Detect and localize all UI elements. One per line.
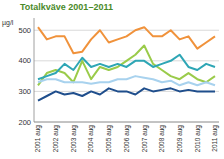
y-tick-label: 500: [18, 26, 31, 35]
series-line: [38, 88, 215, 100]
series-line: [38, 76, 215, 85]
title: Totalkväve 2001–2011: [20, 2, 113, 12]
x-tick-label: 2005 aug: [105, 125, 113, 152]
x-tick-label: 2011 aug: [211, 125, 219, 152]
grid-line: [34, 122, 219, 123]
y-tick-label: 300: [18, 87, 31, 96]
y-tick-label: 400: [18, 56, 31, 65]
x-tick-label: 2008 aug: [158, 125, 166, 152]
y-tick-label: 200: [18, 118, 31, 127]
x-tick-label: 2003 aug: [70, 125, 78, 152]
x-tick-label: 2006 aug: [123, 125, 131, 152]
x-tick-label: 2010 aug: [194, 125, 202, 152]
series-line: [38, 55, 215, 79]
grid-line: [34, 30, 219, 31]
x-tick-label: 2002 aug: [52, 125, 60, 152]
x-axis: [34, 122, 219, 123]
y-axis: [34, 18, 35, 122]
x-tick-label: 2001 aug: [34, 125, 42, 152]
y-label: µg/l: [2, 19, 14, 27]
x-tick-label: 2004 aug: [87, 125, 95, 152]
x-tick-label: 2007 aug: [141, 125, 149, 152]
series-line: [38, 27, 215, 53]
plot-area: [38, 27, 215, 100]
series-line: [38, 46, 215, 86]
x-tick-label: 2009 aug: [176, 125, 184, 152]
